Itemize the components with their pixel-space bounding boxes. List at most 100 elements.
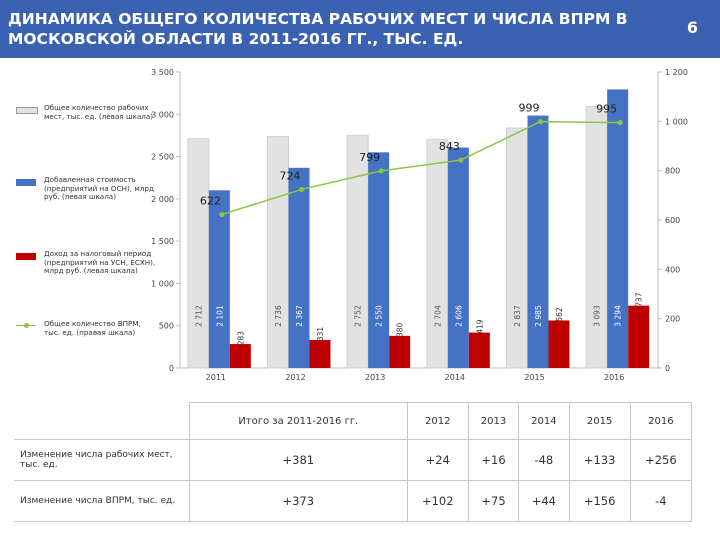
bar-value-label: 2 101 — [215, 305, 224, 327]
y-right-tick-label: 600 — [665, 216, 680, 225]
bar-value-label: 3 093 — [593, 305, 602, 327]
bar-value-label: 419 — [475, 319, 484, 334]
bar-jobs — [346, 134, 369, 369]
combo-chart: 0 500 1 000 1 500 2 000 2 500 3 000 3 500 0 200 40… — [151, 68, 688, 382]
vprm-data-label: 622 — [200, 195, 221, 208]
y-left-tick-label: 1 500 — [151, 237, 174, 246]
y-right-tick-label: 400 — [665, 265, 680, 274]
vprm-point — [537, 118, 544, 125]
table-corner — [14, 402, 190, 440]
table-col-header: 2012 — [406, 402, 469, 440]
table-col-header: 2013 — [467, 402, 520, 440]
bar-value-label: 3 294 — [614, 305, 623, 327]
bar-value-label: 331 — [316, 327, 325, 342]
table-col-header: 2015 — [568, 402, 631, 440]
bar-value-added — [527, 115, 549, 368]
legend-swatch-vprm — [16, 322, 36, 328]
bar-value-label: 380 — [396, 322, 405, 337]
vprm-data-label: 843 — [439, 140, 460, 153]
table-cell: +373 — [189, 480, 408, 522]
bar-tax-income — [229, 344, 251, 368]
x-tick-label: 2013 — [365, 373, 385, 382]
table-cell: +102 — [406, 480, 469, 522]
y-right-tick-label: 0 — [665, 364, 670, 373]
bar-jobs — [585, 105, 608, 369]
legend-text-jobs: Общее количество рабочих мест, тыс. ед. … — [44, 103, 154, 121]
bar-value-label: 283 — [236, 331, 245, 346]
y-left-tick-label: 3 500 — [151, 68, 174, 77]
y-left-tick-label: 0 — [169, 364, 174, 373]
vprm-line — [221, 120, 621, 216]
vprm-data-label: 995 — [596, 103, 617, 116]
vprm-data-label: 724 — [280, 169, 301, 182]
y-left-tick-label: 500 — [159, 322, 174, 331]
x-tick-label: 2015 — [524, 373, 544, 382]
bar-value-added — [208, 190, 230, 368]
bar-value-label: 2 712 — [194, 305, 203, 327]
bar-tax-income — [309, 340, 331, 368]
bar-tax-income — [548, 320, 570, 368]
bar-value-added — [368, 152, 390, 368]
table-cell: -4 — [629, 480, 693, 522]
vprm-point — [219, 211, 225, 218]
y-left-tick-label: 2 000 — [151, 195, 174, 204]
vprm-point — [298, 186, 305, 193]
x-tick-label: 2012 — [285, 373, 305, 382]
x-tick-label: 2014 — [445, 373, 465, 382]
y-left-tick-label: 1 000 — [151, 279, 174, 288]
table-cell: +44 — [518, 480, 570, 522]
vprm-data-label: 799 — [359, 151, 380, 164]
page-number: 6 — [686, 18, 698, 37]
vprm-point — [458, 157, 464, 163]
bar-value-label: 2 550 — [375, 305, 384, 327]
vprm-point — [617, 119, 623, 126]
bar-value-label: 562 — [555, 307, 564, 322]
table-cell: +156 — [568, 480, 631, 522]
bar-value-added — [607, 89, 629, 368]
x-tick-label: 2011 — [206, 373, 226, 382]
y-right-tick-label: 1 000 — [665, 117, 688, 126]
bar-jobs — [187, 138, 210, 369]
legend-text-value-added: Добавленная стоимость (предприятий на ОС… — [44, 175, 154, 202]
bar-tax-income — [628, 305, 650, 368]
legend-swatch-jobs — [16, 107, 38, 114]
row-label: Изменение числа ВПРМ, тыс. ед. — [14, 480, 190, 522]
y-left-tick-label: 2 500 — [151, 153, 174, 162]
y-right-tick-label: 1 200 — [665, 68, 688, 77]
bar-value-label: 2 704 — [433, 305, 442, 327]
bar-value-label: 2 606 — [454, 305, 463, 327]
bar-jobs — [426, 138, 449, 369]
bar-value-label: 2 837 — [513, 305, 522, 327]
bar-jobs — [506, 127, 528, 369]
row-label: Изменение числа рабочих мест, тыс. ед. — [14, 439, 190, 481]
table-col-header: Итого за 2011-2016 гг. — [189, 402, 408, 440]
bar-value-label: 2 985 — [534, 305, 543, 327]
bar-tax-income — [389, 335, 411, 368]
table-row: Изменение числа рабочих мест, тыс. ед. +… — [14, 439, 693, 481]
x-tick-label: 2016 — [604, 373, 624, 382]
table-cell: -48 — [518, 439, 570, 481]
table-col-header: 2014 — [518, 402, 570, 440]
bar-value-label: 2 367 — [295, 305, 304, 327]
legend-swatch-value-added — [16, 179, 36, 186]
bar-value-label: 2 752 — [354, 305, 363, 327]
bar-value-label: 2 736 — [274, 305, 283, 327]
table-col-header: 2016 — [629, 402, 693, 440]
table-header-row: Итого за 2011-2016 гг. 2012 2013 2014 20… — [14, 402, 693, 440]
table-cell: +133 — [568, 439, 631, 481]
bar-value-label: 737 — [635, 292, 644, 307]
legend-swatch-tax-income — [16, 253, 36, 260]
table-cell: +256 — [629, 439, 693, 481]
table-cell: +75 — [467, 480, 520, 522]
y-right-tick-label: 800 — [665, 167, 680, 176]
y-right-tick-label: 200 — [665, 315, 680, 324]
bar-tax-income — [468, 332, 490, 368]
y-left-tick-label: 3 000 — [151, 110, 174, 119]
table-cell: +24 — [406, 439, 469, 481]
summary-table: Итого за 2011-2016 гг. 2012 2013 2014 20… — [14, 402, 693, 522]
legend-text-tax-income: Доход за налоговый период (предприятий н… — [44, 249, 156, 276]
legend-text-vprm: Общее количество ВПРМ, тыс. ед. (правая … — [44, 319, 141, 337]
bar-value-added — [447, 147, 469, 368]
table-cell: +381 — [189, 439, 408, 481]
bar-value-added — [288, 167, 310, 368]
